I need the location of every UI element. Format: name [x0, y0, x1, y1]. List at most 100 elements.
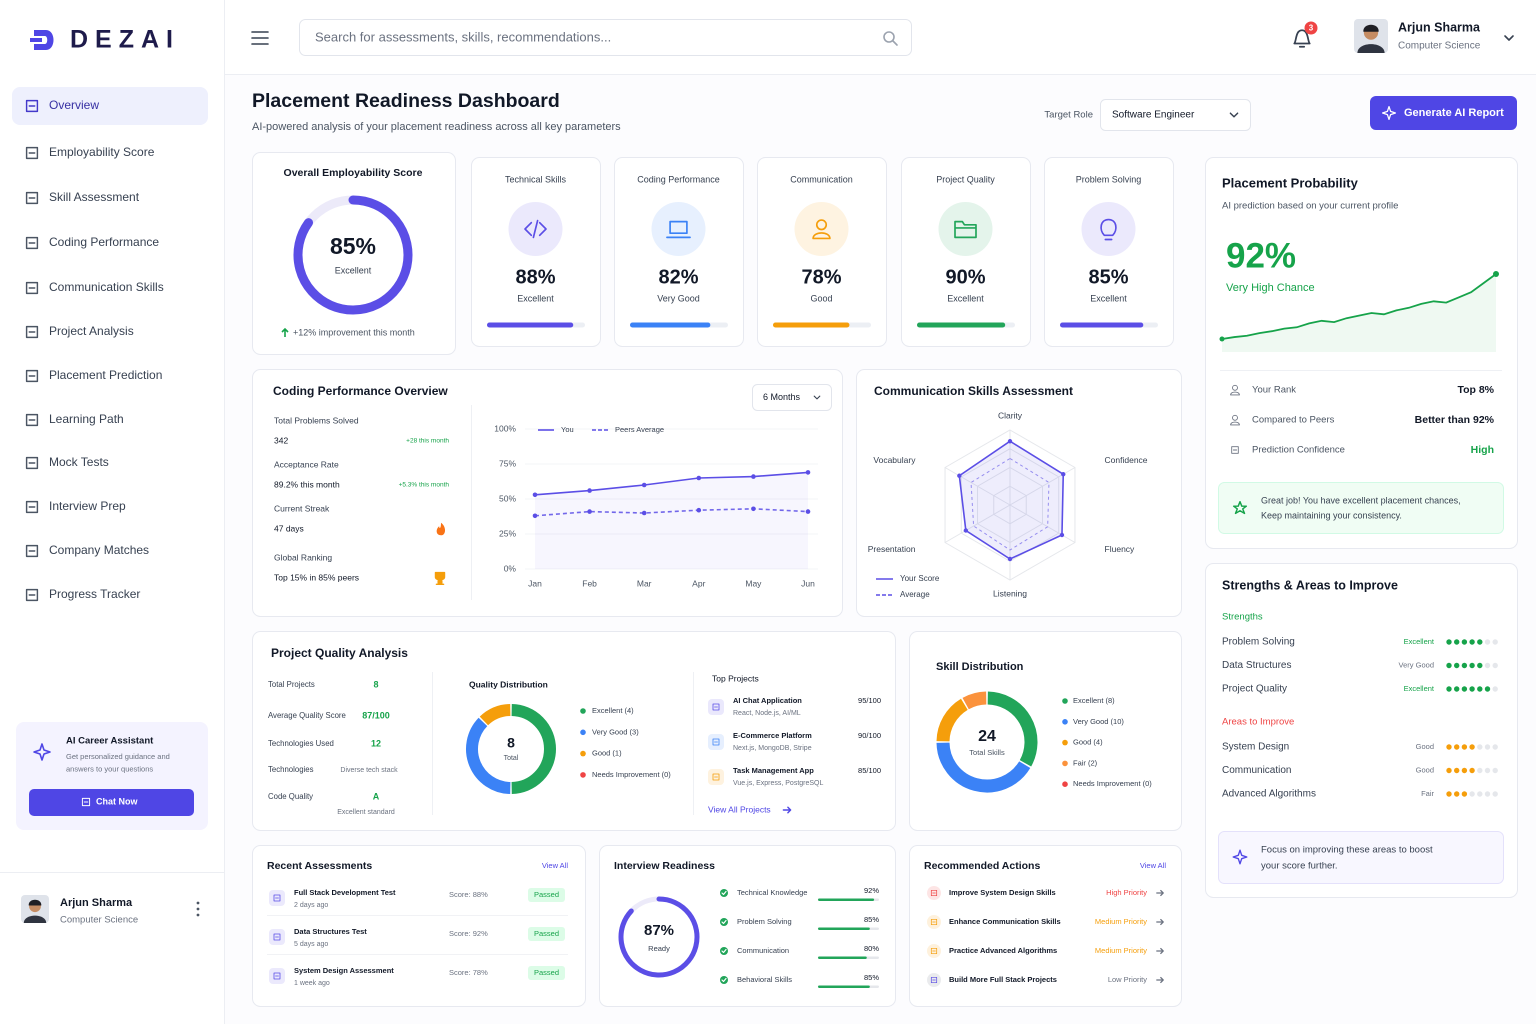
- dot: [1477, 686, 1483, 692]
- action-name[interactable]: Practice Advanced Algorithms: [949, 946, 1057, 955]
- target-value: Software Engineer: [1112, 110, 1195, 121]
- legend-dot: [1062, 739, 1068, 746]
- period-select[interactable]: [752, 384, 832, 411]
- skill-name: Project Quality: [936, 174, 995, 184]
- item-name: System Design: [1222, 742, 1289, 753]
- nav-item[interactable]: Company Matches: [49, 543, 149, 557]
- action-name[interactable]: Build More Full Stack Projects: [949, 975, 1057, 984]
- icon-shape: [721, 977, 727, 983]
- nav-item[interactable]: Project Analysis: [49, 324, 134, 338]
- item-rating: Fair: [1421, 789, 1434, 798]
- dot: [1477, 767, 1483, 774]
- dot: [1492, 686, 1498, 692]
- icon: [930, 918, 938, 926]
- icon: [273, 972, 281, 980]
- legend-dot: [1062, 719, 1068, 725]
- icon-shape: [812, 232, 831, 240]
- stat-note: Excellent standard: [337, 809, 395, 816]
- icon-shape: [1156, 947, 1164, 955]
- nav-item[interactable]: Employability Score: [49, 145, 155, 159]
- nav-item[interactable]: Placement Prediction: [49, 368, 162, 382]
- icon: [1293, 29, 1311, 48]
- rating: Good: [810, 293, 832, 303]
- icon: [1230, 414, 1240, 426]
- dot: [1477, 639, 1483, 645]
- donut-total-label: Total Skills: [969, 748, 1005, 757]
- skill-name: Technical Skills: [505, 174, 567, 184]
- series-point: [805, 470, 811, 475]
- card-title: Interview Readiness: [614, 860, 715, 872]
- icon-shape: [25, 588, 39, 602]
- report-button-label[interactable]: Generate AI Report: [1404, 107, 1504, 119]
- icon: [25, 281, 39, 295]
- card: [252, 152, 456, 355]
- nav-item[interactable]: Skill Assessment: [49, 190, 140, 204]
- assistant-title: AI Career Assistant: [66, 736, 154, 747]
- item-rating: Excellent: [1404, 637, 1435, 646]
- icon: [712, 773, 720, 781]
- icon-shape: [1231, 446, 1239, 454]
- target-select[interactable]: [1100, 99, 1251, 131]
- link[interactable]: View All: [542, 861, 568, 870]
- icon-shape: [930, 947, 938, 955]
- search-box[interactable]: [299, 19, 912, 56]
- nav-item[interactable]: Coding Performance: [49, 235, 159, 249]
- skill-score: 90%: [945, 266, 985, 288]
- item-name: Project Quality: [1222, 684, 1287, 695]
- action-name[interactable]: Enhance Communication Skills: [949, 917, 1061, 926]
- link[interactable]: View All Projects: [708, 804, 771, 814]
- icon: [25, 325, 39, 339]
- stat-label: Code Quality: [268, 792, 313, 801]
- action-name[interactable]: Improve System Design Skills: [949, 888, 1056, 897]
- icon: [1229, 112, 1239, 118]
- icon: [930, 889, 938, 897]
- donut-segment: [936, 698, 968, 742]
- readiness-bar: [818, 898, 875, 901]
- nav-item[interactable]: Communication Skills: [49, 280, 164, 294]
- y-tick-label: 75%: [499, 458, 516, 468]
- radar-point: [1007, 556, 1013, 562]
- nav-item[interactable]: Progress Tracker: [49, 587, 140, 601]
- icon: [883, 31, 898, 46]
- nav-item[interactable]: Overview: [49, 98, 99, 112]
- legend-dot: [580, 772, 586, 778]
- y-tick-label: 25%: [499, 528, 516, 538]
- assessment-score: Score: 78%: [449, 968, 488, 977]
- link[interactable]: View All: [1140, 861, 1166, 870]
- legend-label: Good (4): [1073, 738, 1103, 747]
- period-value: 6 Months: [763, 392, 801, 402]
- message-box: [1218, 482, 1504, 534]
- nav-item[interactable]: Mock Tests: [49, 455, 109, 469]
- dot: [1492, 767, 1498, 774]
- avatar-body: [1357, 44, 1385, 53]
- badge-count: 3: [1309, 24, 1314, 33]
- legend-label: Peers Average: [615, 425, 664, 434]
- chat-button[interactable]: [29, 789, 194, 816]
- nav-item[interactable]: Interview Prep: [49, 499, 126, 513]
- radar-axis-label: Clarity: [998, 410, 1023, 420]
- rating-dots: [1446, 686, 1498, 692]
- donut-total: 24: [978, 728, 996, 745]
- chat-button-label[interactable]: Chat Now: [96, 796, 138, 806]
- icon: [666, 220, 691, 239]
- card: [909, 845, 1182, 1007]
- nav-item[interactable]: Learning Path: [49, 412, 124, 426]
- dot: [1492, 791, 1498, 797]
- report-button[interactable]: [1370, 96, 1517, 130]
- tip-box: [1218, 831, 1504, 884]
- skill-bar: [630, 322, 711, 328]
- assessment-time: 1 week ago: [294, 980, 330, 987]
- dot: [1484, 686, 1491, 692]
- dot: [1461, 662, 1468, 669]
- status: Passed: [534, 968, 559, 977]
- icon: [251, 31, 269, 45]
- icon-shape: [25, 236, 39, 250]
- avatar: [1354, 19, 1388, 53]
- card-title: Overall Employability Score: [284, 167, 423, 179]
- dot: [1477, 662, 1483, 669]
- readiness-item: Problem Solving: [737, 917, 792, 926]
- card-title: Skill Distribution: [936, 661, 1024, 673]
- legend-label: Needs Improvement (0): [592, 770, 671, 779]
- radar-axis-label: Confidence: [1105, 455, 1148, 465]
- readiness-item: Technical Knowledge: [737, 888, 807, 897]
